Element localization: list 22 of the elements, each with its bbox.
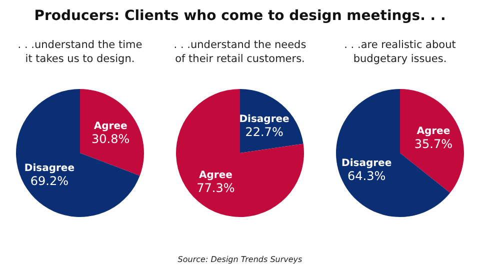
data-label: 35.7%	[414, 136, 452, 151]
data-label: 64.3%	[348, 169, 386, 184]
slice-label: Disagree	[24, 163, 75, 174]
text: Producers: Clients who come to design meetings. . .	[34, 8, 446, 24]
chart-subtitle: . . .are realistic about budgetary issues.	[344, 39, 456, 65]
pie-slice	[176, 89, 304, 217]
slice-label: Agree	[416, 126, 450, 137]
slice-label: Disagree	[239, 114, 290, 125]
source-note: Source: Design Trends Surveys	[178, 255, 302, 264]
data-label: 69.2%	[30, 174, 68, 188]
pie-slice	[16, 89, 140, 217]
slice-label: Disagree	[342, 158, 392, 170]
pie-slice	[336, 89, 450, 217]
data-label: 22.7%	[245, 124, 284, 139]
data-label: 30.8%	[92, 132, 130, 146]
chart-subtitle: . . .understand the needs of their retail customers.	[174, 39, 306, 65]
pie-slice	[400, 89, 464, 193]
slice-label: Agree	[199, 170, 233, 182]
data-label: 77.3%	[196, 181, 235, 196]
slice-label: Agree	[94, 120, 128, 132]
pie-slice	[80, 89, 144, 176]
chart-subtitle: . . .understand the time it takes us to design.	[18, 39, 142, 65]
